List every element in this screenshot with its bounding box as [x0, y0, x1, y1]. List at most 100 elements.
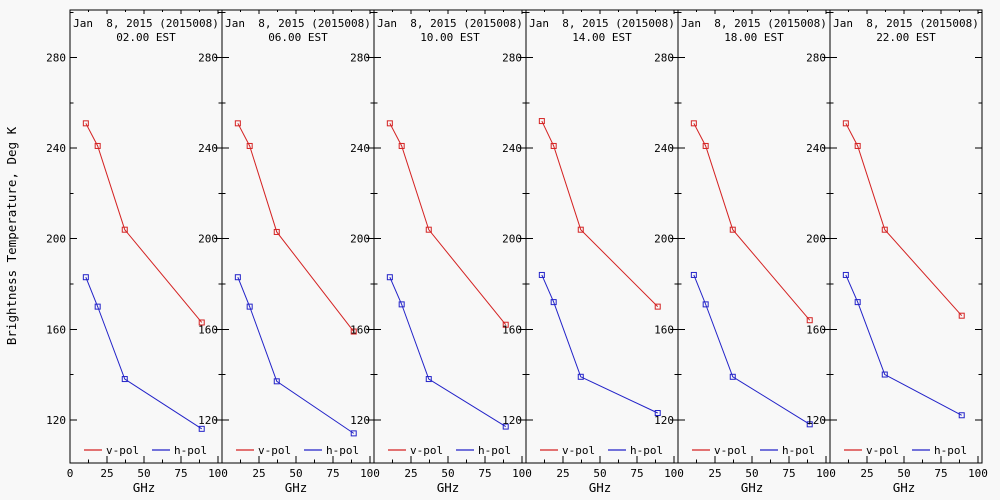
x-tick-label: 50: [441, 467, 454, 480]
y-tick-label: 280: [502, 52, 522, 65]
panel-title-time: 06.00 EST: [268, 31, 328, 44]
panel-6: Jan 8, 2015 (2015008)22.00 EST 120 160 200 2…: [806, 9, 988, 495]
y-tick-label: 120: [350, 414, 370, 427]
y-tick-label: 240: [198, 142, 218, 155]
h-pol-marker: [121, 376, 128, 383]
x-tick-label: 75: [174, 467, 187, 480]
v-pol-marker: [502, 321, 509, 328]
h-pol-marker: [729, 373, 736, 380]
h-pol-marker: [198, 425, 205, 432]
h-pol-marker: [502, 423, 509, 430]
legend-v-pol-label: v-pol: [562, 444, 595, 457]
x-tick-label: 25: [404, 467, 417, 480]
v-pol-line: [237, 123, 355, 332]
h-pol-marker: [690, 271, 697, 278]
legend-v-pol-label: v-pol: [258, 444, 291, 457]
y-tick-label: 120: [198, 414, 218, 427]
x-tick-label: 75: [478, 467, 491, 480]
v-pol-line: [389, 123, 507, 326]
x-tick-label: 100: [816, 467, 836, 480]
h-pol-line: [237, 277, 355, 434]
y-tick-label: 200: [350, 233, 370, 246]
y-tick-label: 120: [654, 414, 674, 427]
y-tick-label: 160: [198, 323, 218, 336]
h-pol-line: [541, 274, 658, 414]
x-tick-label: 50: [593, 467, 606, 480]
v-pol-marker: [702, 142, 709, 149]
h-pol-marker: [702, 301, 709, 308]
h-pol-marker: [577, 373, 584, 380]
x-axis-title: GHz: [285, 480, 308, 495]
x-tick-label: 100: [360, 467, 380, 480]
x-tick-label: 100: [664, 467, 684, 480]
panel-title-date: Jan 8, 2015 (2015008): [377, 17, 523, 30]
panel-title-time: 02.00 EST: [116, 31, 176, 44]
legend-h-pol-label: h-pol: [782, 444, 815, 457]
y-tick-label: 280: [350, 52, 370, 65]
panel-title-date: Jan 8, 2015 (2015008): [833, 17, 979, 30]
v-pol-marker: [198, 319, 205, 326]
h-pol-marker: [273, 378, 280, 385]
panel-title-date: Jan 8, 2015 (2015008): [225, 17, 371, 30]
v-pol-marker: [121, 226, 128, 233]
v-pol-line: [845, 123, 963, 317]
legend-v-pol-label: v-pol: [410, 444, 443, 457]
y-tick-label: 160: [654, 323, 674, 336]
x-tick-label: 50: [289, 467, 302, 480]
v-pol-marker: [854, 142, 861, 149]
v-pol-marker: [350, 328, 357, 335]
x-tick-label: 25: [708, 467, 721, 480]
y-tick-label: 240: [46, 142, 66, 155]
panel-title-date: Jan 8, 2015 (2015008): [681, 17, 827, 30]
v-pol-marker: [842, 120, 849, 127]
v-pol-marker: [729, 226, 736, 233]
legend-v-pol-label: v-pol: [714, 444, 747, 457]
h-pol-marker: [425, 376, 432, 383]
h-pol-line: [845, 274, 962, 416]
y-tick-label: 160: [806, 323, 826, 336]
v-pol-marker: [425, 226, 432, 233]
x-tick-label: 75: [782, 467, 795, 480]
panel-title-date: Jan 8, 2015 (2015008): [529, 17, 675, 30]
x-axis-title: GHz: [893, 480, 916, 495]
x-axis-title: GHz: [133, 480, 156, 495]
panel-title-time: 18.00 EST: [724, 31, 784, 44]
legend-h-pol-label: h-pol: [934, 444, 967, 457]
x-tick-label: 75: [934, 467, 947, 480]
panel-5: Jan 8, 2015 (2015008)18.00 EST 120 160 200 2…: [654, 9, 836, 495]
panel-1: Jan 8, 2015 (2015008)02.00 EST 120 160 200 2…: [46, 9, 228, 495]
y-tick-label: 120: [502, 414, 522, 427]
x-tick-label: 75: [630, 467, 643, 480]
y-tick-label: 160: [502, 323, 522, 336]
y-tick-label: 240: [806, 142, 826, 155]
v-pol-marker: [654, 303, 661, 310]
v-pol-line: [85, 123, 203, 323]
x-tick-label: 25: [556, 467, 569, 480]
legend: v-pol h-pol: [388, 444, 511, 457]
panel-frame: [829, 9, 983, 464]
x-axis-title: GHz: [437, 480, 460, 495]
legend: v-pol h-pol: [844, 444, 967, 457]
v-pol-marker: [577, 226, 584, 233]
y-tick-label: 200: [654, 233, 674, 246]
x-tick-label: 75: [326, 467, 339, 480]
h-pol-marker: [854, 299, 861, 306]
v-pol-marker: [94, 142, 101, 149]
y-tick-label: 200: [502, 233, 522, 246]
legend-v-pol-label: v-pol: [106, 444, 139, 457]
legend: v-pol h-pol: [692, 444, 815, 457]
h-pol-marker: [234, 274, 241, 281]
legend: v-pol h-pol: [84, 444, 207, 457]
x-tick-label: 100: [968, 467, 988, 480]
h-pol-marker: [398, 301, 405, 308]
h-pol-marker: [654, 410, 661, 417]
h-pol-marker: [538, 271, 545, 278]
v-pol-line: [541, 120, 659, 307]
legend-h-pol-label: h-pol: [174, 444, 207, 457]
h-pol-marker: [82, 274, 89, 281]
v-pol-line: [693, 123, 811, 321]
h-pol-marker: [350, 430, 357, 437]
y-tick-label: 240: [502, 142, 522, 155]
v-pol-marker: [550, 142, 557, 149]
